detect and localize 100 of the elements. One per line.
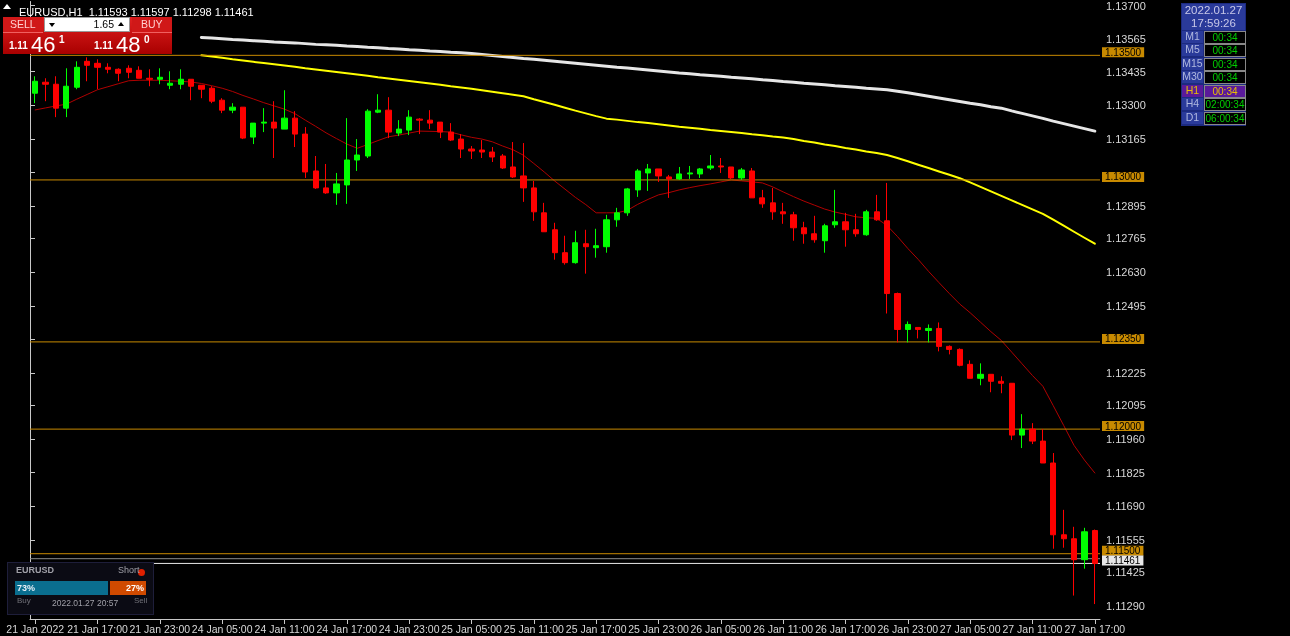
- candlestick: [375, 93, 381, 114]
- text: 02:00:34: [1204, 98, 1246, 111]
- candlestick: [697, 167, 703, 179]
- x-tick-label: 26 Jan 11:00: [753, 622, 814, 635]
- text: 06:00:34: [1204, 112, 1246, 125]
- candlestick: [562, 235, 568, 266]
- candlestick: [718, 157, 724, 174]
- candlestick: [302, 126, 308, 179]
- candlestick: [770, 187, 776, 221]
- candlestick: [500, 153, 506, 170]
- text: M15: [1182, 57, 1203, 70]
- candlestick: [167, 70, 173, 90]
- candlestick: [572, 230, 578, 265]
- candlestick: [323, 163, 329, 195]
- x-tick-label: 21 Jan 23:00: [129, 622, 191, 635]
- candlestick: [250, 122, 256, 145]
- annotation: 1.65: [92, 18, 114, 31]
- text: 00:34: [1204, 44, 1246, 57]
- annotation: EURUSD: [16, 565, 55, 576]
- candlestick: [801, 221, 807, 245]
- candlestick: [603, 214, 610, 254]
- candlestick: [32, 75, 38, 104]
- sentiment-meter: 73% 27%: [15, 581, 146, 595]
- candlestick: [1029, 422, 1036, 445]
- candlestick: [1071, 526, 1077, 597]
- y-tick-label: 1.12765: [1106, 232, 1146, 245]
- candlestick: [749, 167, 755, 199]
- annotation: Sell: [134, 596, 148, 606]
- candlestick: [437, 121, 443, 139]
- y-tick-label: 1.12095: [1106, 399, 1146, 412]
- candlestick: [84, 56, 90, 82]
- candlestick: [593, 228, 599, 259]
- text: 1.11: [9, 40, 28, 51]
- candlestick: [905, 320, 911, 343]
- candlestick: [479, 139, 485, 159]
- candlestick: [448, 122, 454, 142]
- candlestick: [520, 142, 527, 203]
- candlestick: [863, 209, 869, 237]
- annotation: 27%: [110, 581, 146, 595]
- y-tick-label: 1.11425: [1106, 566, 1145, 579]
- candlestick: [707, 154, 714, 171]
- candlestick: [157, 67, 163, 85]
- candlestick: [489, 146, 495, 163]
- candlestick: [94, 58, 101, 90]
- y-tick-label: 1.12225: [1106, 367, 1146, 380]
- candlestick: [240, 106, 246, 140]
- candlestick: [198, 84, 205, 99]
- candlestick: [53, 75, 59, 118]
- line-series: [200, 54, 1096, 245]
- candlestick: [458, 133, 464, 159]
- x-tick-label: 21 Jan 17:00: [67, 622, 129, 635]
- candlestick: [115, 67, 121, 82]
- candlestick: [552, 222, 558, 261]
- candlestick: [468, 145, 475, 160]
- candlestick: [988, 373, 994, 393]
- x-tick-label: 27 Jan 17:00: [1064, 622, 1126, 635]
- y-tick-label: 1.12495: [1106, 299, 1146, 312]
- candlestick: [655, 168, 662, 183]
- candlestick: [406, 109, 412, 136]
- candlestick: [74, 60, 80, 90]
- text: 00:34: [1204, 85, 1246, 98]
- annotation: 1.11: [94, 40, 113, 51]
- candlestick: [925, 323, 932, 343]
- y-tick-label: 1.11690: [1106, 500, 1145, 513]
- line-series: [34, 79, 1096, 474]
- y-tick-label: 1.13165: [1106, 132, 1146, 145]
- text: H4: [1182, 97, 1203, 110]
- x-tick-label: 24 Jan 05:00: [191, 622, 253, 635]
- candlestick: [957, 347, 963, 367]
- candlestick: [666, 174, 672, 199]
- candlestick: [531, 180, 537, 222]
- text: M1: [1182, 30, 1203, 43]
- candlestick: [967, 359, 973, 379]
- candlestick: [385, 96, 392, 139]
- candlestick: [1009, 382, 1015, 441]
- candlestick: [178, 68, 184, 90]
- annotation: SELL: [10, 18, 36, 31]
- annotation: Short: [118, 565, 140, 576]
- candlestick: [105, 62, 111, 74]
- candlestick: [676, 166, 682, 181]
- text: M30: [1182, 70, 1203, 83]
- y-tick-label: 1.12895: [1106, 200, 1146, 213]
- candlestick: [915, 326, 921, 339]
- candlestick: [136, 65, 142, 79]
- candlestick: [977, 362, 984, 386]
- x-tick-label: 26 Jan 05:00: [690, 622, 752, 635]
- candlestick: [998, 375, 1004, 394]
- x-tick-label: 26 Jan 17:00: [815, 622, 876, 635]
- y-tick-label: 1.13565: [1106, 33, 1146, 46]
- candlestick: [271, 100, 277, 159]
- text: 2022.01.27: [1182, 4, 1245, 17]
- candlestick: [63, 67, 69, 118]
- y-tick-label: 1.13435: [1106, 65, 1146, 78]
- candlestick: [884, 182, 890, 314]
- candlestick: [1050, 452, 1056, 550]
- candlestick: [365, 108, 371, 159]
- text: H1: [1182, 84, 1203, 97]
- candlestick: [624, 187, 630, 217]
- x-tick-label: 24 Jan 23:00: [378, 622, 440, 635]
- text: 17:59:26: [1182, 17, 1245, 30]
